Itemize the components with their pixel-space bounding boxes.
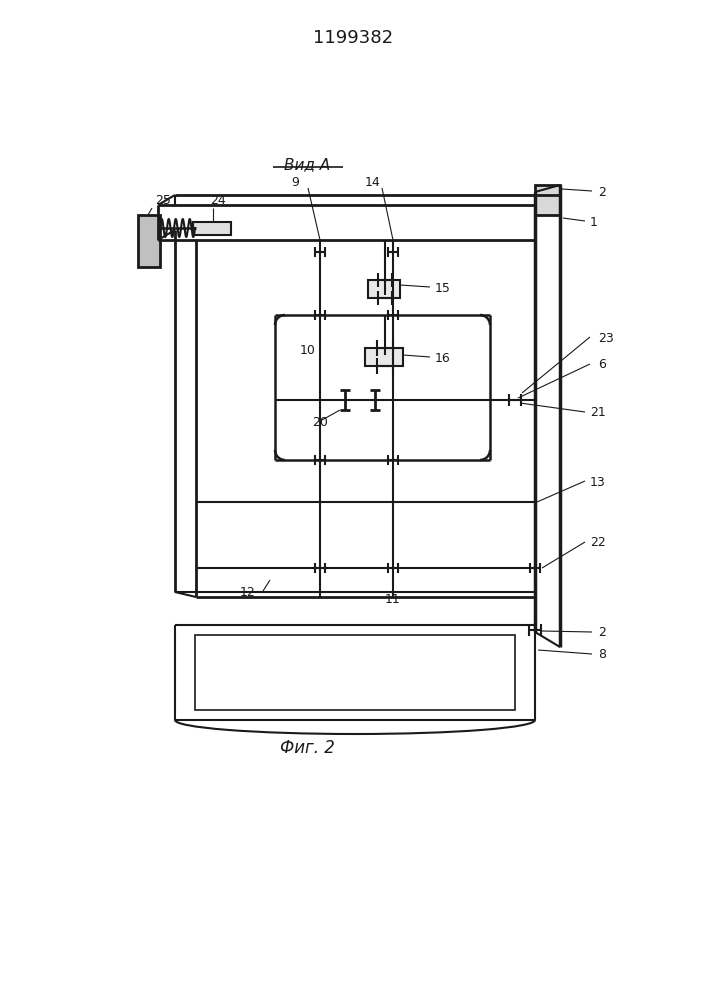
- Text: 14: 14: [365, 176, 381, 190]
- Text: 22: 22: [590, 536, 606, 550]
- Bar: [368, 280, 400, 298]
- Text: 20: 20: [312, 416, 328, 428]
- Bar: [365, 348, 403, 366]
- Bar: [138, 215, 160, 267]
- Text: 16: 16: [435, 352, 451, 364]
- Bar: [193, 222, 231, 235]
- Text: 2: 2: [598, 626, 606, 640]
- Text: 1: 1: [590, 216, 598, 229]
- Text: 6: 6: [598, 359, 606, 371]
- Bar: [195, 635, 515, 710]
- Text: 8: 8: [598, 648, 606, 662]
- Text: Фиг. 2: Фиг. 2: [279, 739, 334, 757]
- Text: 15: 15: [435, 282, 451, 294]
- Text: 24: 24: [210, 194, 226, 207]
- Text: 13: 13: [590, 476, 606, 488]
- Text: 25: 25: [155, 194, 171, 207]
- Text: 2: 2: [598, 186, 606, 198]
- Text: Вид A: Вид A: [284, 157, 330, 172]
- Bar: [535, 185, 560, 215]
- Text: 12: 12: [239, 586, 255, 599]
- Text: 10: 10: [300, 344, 316, 357]
- Text: 9: 9: [291, 176, 299, 190]
- Text: 1199382: 1199382: [313, 29, 393, 47]
- Text: 23: 23: [598, 332, 614, 344]
- Text: 21: 21: [590, 406, 606, 420]
- Text: 11: 11: [385, 593, 401, 606]
